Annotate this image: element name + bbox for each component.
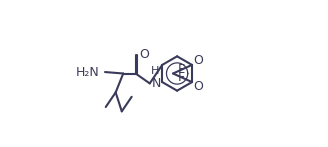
- Text: O: O: [194, 80, 203, 93]
- Text: O: O: [194, 54, 203, 67]
- Text: F: F: [178, 63, 185, 76]
- Text: H: H: [151, 66, 159, 76]
- Text: F: F: [178, 71, 185, 84]
- Text: O: O: [139, 48, 149, 61]
- Text: N: N: [151, 77, 161, 90]
- Text: H₂N: H₂N: [76, 66, 100, 78]
